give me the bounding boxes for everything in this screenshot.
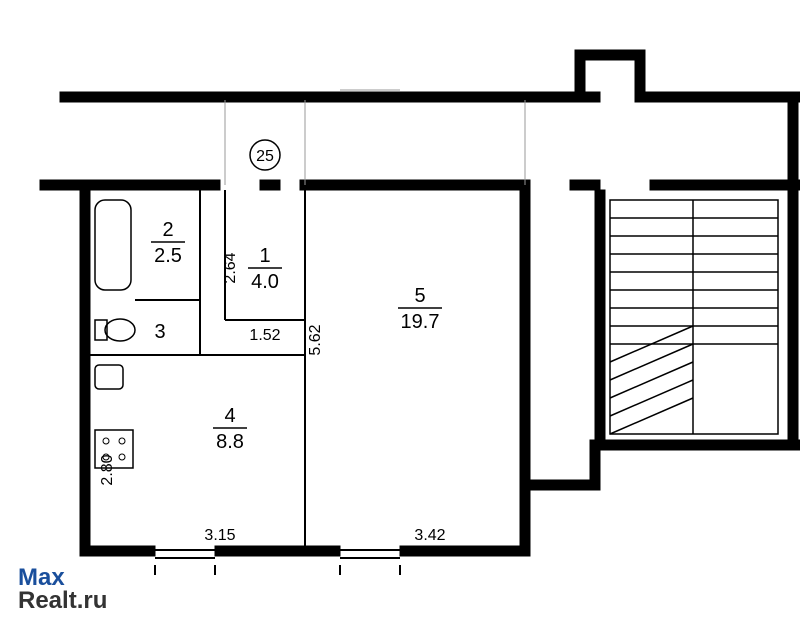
dim-3: 5.62	[307, 324, 324, 355]
wall-stair-left	[595, 190, 605, 440]
wall-bot-step-h	[520, 480, 600, 490]
wall-bot-3	[400, 546, 530, 556]
room-label-1: 1 4.0	[248, 245, 282, 293]
wall-stair-right	[788, 102, 798, 450]
dim-1: 2.64	[222, 252, 239, 283]
wall-top-right	[635, 92, 800, 102]
watermark-line2: Realt.ru	[18, 587, 107, 614]
dim-4: 2.80	[99, 454, 116, 485]
room-label-5: 5 19.7	[398, 285, 442, 333]
svg-text:1: 1	[259, 245, 270, 267]
dim-5: 3.15	[204, 527, 235, 544]
wall-mid-4	[650, 180, 800, 190]
svg-text:19.7: 19.7	[401, 311, 440, 333]
bathtub-icon	[95, 200, 131, 290]
dim-6: 3.42	[414, 527, 445, 544]
floorplan-canvas: 25 1 4.0 2 2.5 3 4 8.8 5 19.7 2.64 1.52 …	[0, 0, 800, 631]
sink-icon	[95, 365, 123, 389]
wall-left	[80, 190, 90, 550]
wall-mid-2	[300, 180, 530, 190]
svg-text:4.0: 4.0	[251, 271, 279, 293]
wall-top-left	[60, 92, 555, 102]
wall-mid-3	[570, 180, 600, 190]
unit-number: 25	[256, 148, 274, 165]
svg-text:8.8: 8.8	[216, 431, 244, 453]
unit-badge: 25	[250, 140, 280, 170]
room-label-3: 3	[154, 321, 165, 343]
wall-bot-1	[80, 546, 155, 556]
dim-2: 1.52	[249, 327, 280, 344]
wall-mid-1	[40, 180, 220, 190]
wall-bot-right	[590, 440, 800, 450]
toilet-icon	[105, 319, 135, 341]
room-label-4: 4 8.8	[213, 405, 247, 453]
staircase	[610, 200, 778, 434]
svg-text:5: 5	[414, 285, 425, 307]
room-label-2: 2 2.5	[151, 219, 185, 267]
svg-text:2: 2	[162, 219, 173, 241]
wall-unit-right	[520, 190, 530, 550]
wall-bot-2	[215, 546, 340, 556]
wall-mid-1b	[260, 180, 280, 190]
svg-text:3: 3	[154, 321, 165, 343]
svg-text:2.5: 2.5	[154, 245, 182, 267]
svg-text:4: 4	[224, 405, 235, 427]
